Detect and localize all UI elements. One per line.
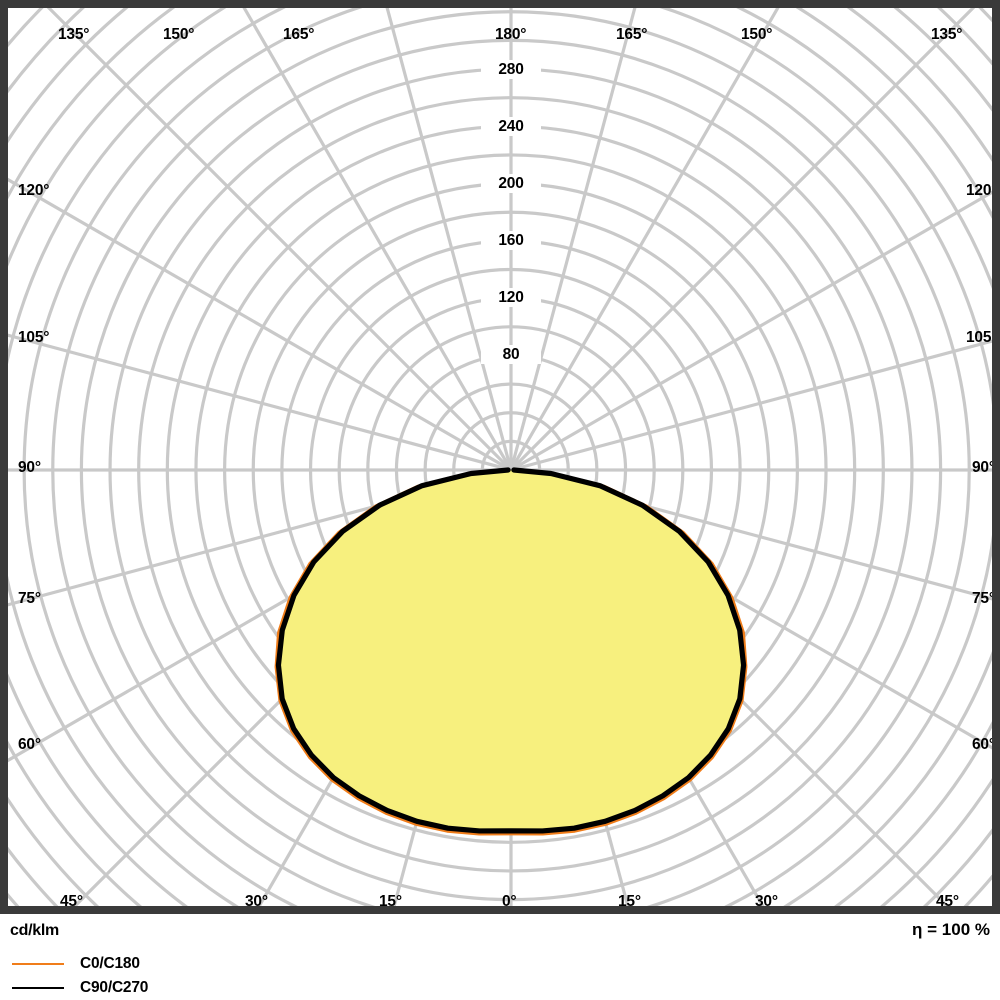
radial-tick-label: 200 xyxy=(481,174,541,193)
grid-spoke xyxy=(509,8,976,472)
radial-tick-label: 120 xyxy=(481,288,541,307)
grid-spoke xyxy=(46,8,513,472)
angle-label-left: 105° xyxy=(18,329,50,346)
distribution-fill xyxy=(276,470,746,834)
angle-label-bottom: 0° xyxy=(502,893,517,910)
grid-spoke xyxy=(510,468,992,601)
angle-label-bottom: 45° xyxy=(936,893,959,910)
angle-label-top: 180° xyxy=(495,26,527,43)
efficiency-label: η = 100 % xyxy=(912,920,990,939)
angle-label-left: 120° xyxy=(18,182,50,199)
curve-c0-c180 xyxy=(274,468,748,836)
radial-tick-label: 160 xyxy=(481,231,541,250)
angle-label-bottom: 30° xyxy=(245,893,268,910)
angle-label-bottom: 45° xyxy=(60,893,83,910)
grid-spoke xyxy=(510,339,992,472)
legend-label: C90/C270 xyxy=(80,979,149,996)
legend-label: C0/C180 xyxy=(80,955,140,972)
angle-label-top: 135° xyxy=(931,26,963,43)
grid-spoke xyxy=(509,8,637,471)
distribution-curves xyxy=(274,467,748,836)
grid-spoke xyxy=(509,8,780,471)
grid-spoke xyxy=(510,190,992,472)
legend-item[interactable]: C90/C270 xyxy=(0,976,400,1000)
radial-tick-label: 240 xyxy=(481,117,541,136)
grid-spoke xyxy=(385,8,513,471)
grid-spoke xyxy=(8,177,512,472)
angle-label-top: 150° xyxy=(163,26,195,43)
grid-spoke xyxy=(8,468,512,607)
angle-label-bottom: 30° xyxy=(755,893,778,910)
angle-label-right: 90° xyxy=(972,459,995,476)
angle-label-left: 90° xyxy=(18,459,41,476)
angle-label-left: 75° xyxy=(18,590,41,607)
legend-line-swatch xyxy=(12,987,64,989)
angle-label-bottom: 15° xyxy=(618,893,641,910)
angle-label-right: 120° xyxy=(966,182,998,199)
angle-label-top: 150° xyxy=(741,26,773,43)
angle-label-left: 60° xyxy=(18,736,41,753)
legend: C0/C180 C90/C270 xyxy=(0,952,400,1000)
angle-label-right: 105° xyxy=(966,329,998,346)
angle-label-bottom: 15° xyxy=(379,893,402,910)
angle-label-top: 135° xyxy=(58,26,90,43)
angle-label-right: 60° xyxy=(972,736,995,753)
legend-line-swatch xyxy=(12,963,64,965)
radial-tick-label: 80 xyxy=(481,345,541,364)
legend-item[interactable]: C0/C180 xyxy=(0,952,400,976)
curve-c90-c270 xyxy=(275,467,747,834)
units-label: cd/klm xyxy=(10,922,59,939)
grid-spoke xyxy=(8,333,512,472)
angle-label-top: 165° xyxy=(616,26,648,43)
radial-tick-label: 280 xyxy=(481,60,541,79)
angle-label-right: 75° xyxy=(972,590,995,607)
grid-spoke xyxy=(242,8,513,471)
polar-plot-canvas xyxy=(8,8,992,906)
polar-plot-frame: 135° 150° 165° 180° 165° 150° 135° 120° 105° 90° 7… xyxy=(0,0,1000,914)
angle-label-top: 165° xyxy=(283,26,315,43)
